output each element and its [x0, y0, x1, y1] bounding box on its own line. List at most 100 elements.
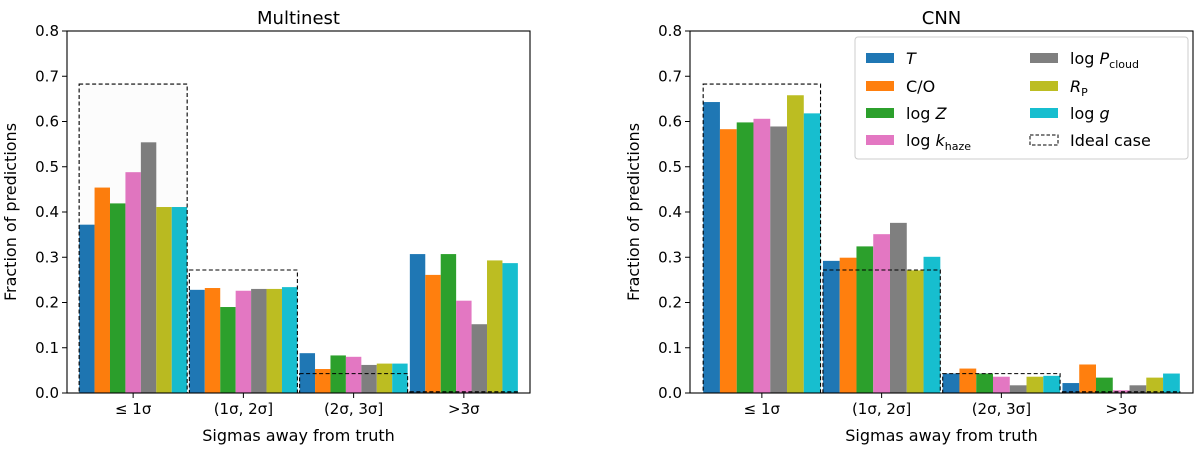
- bar: [1062, 383, 1080, 393]
- bar: [1146, 377, 1164, 393]
- legend-label-subscript: cloud: [1109, 58, 1139, 71]
- bar: [906, 270, 924, 393]
- bar: [993, 376, 1010, 393]
- bar: [125, 172, 141, 393]
- bar: [719, 129, 737, 393]
- bar: [839, 257, 857, 393]
- bar: [1129, 385, 1147, 393]
- bar: [189, 289, 205, 393]
- bar: [753, 118, 771, 393]
- y-tick-label: 0.3: [658, 248, 682, 266]
- x-tick-label: (2σ, 3σ]: [324, 400, 383, 418]
- bar: [109, 203, 126, 393]
- y-tick-label: 0.5: [35, 158, 59, 176]
- bar: [856, 246, 874, 393]
- legend-label-text: log: [1070, 49, 1099, 68]
- bar: [220, 307, 236, 393]
- y-tick-label: 0.8: [658, 22, 682, 40]
- y-tick-label: 0.6: [35, 113, 59, 131]
- y-axis-label: Fraction of predictions: [1, 123, 20, 301]
- y-tick-label: 0.8: [35, 22, 59, 40]
- y-tick-label: 0.0: [35, 384, 59, 402]
- bar: [1026, 376, 1044, 393]
- bar: [1163, 373, 1180, 393]
- y-tick-label: 0.7: [658, 67, 682, 85]
- bar: [281, 287, 298, 393]
- legend-label: Ideal case: [1070, 131, 1151, 150]
- legend-swatch: [866, 81, 894, 91]
- legend-label: log Pcloud: [1070, 49, 1139, 71]
- x-tick-label: >3σ: [1105, 400, 1137, 418]
- bar: [502, 263, 518, 393]
- y-tick-label: 0.1: [658, 339, 682, 357]
- x-tick-label: (1σ, 2σ]: [852, 400, 911, 418]
- chart-title: CNN: [922, 8, 962, 29]
- x-axis-label: Sigmas away from truth: [202, 426, 395, 445]
- x-tick-label: (2σ, 3σ]: [972, 400, 1031, 418]
- bar: [425, 274, 441, 393]
- legend-label-variable: R: [1070, 77, 1081, 96]
- panel-0: 0.0 0.1 0.2 0.3 0.4 0.5 0.6 0.7 0.8 Multinest Sigm…: [1, 8, 531, 445]
- legend-swatch: [1029, 134, 1059, 146]
- legend-label-text: C/O: [906, 77, 935, 96]
- bar: [1079, 364, 1096, 393]
- bar: [873, 234, 891, 393]
- bar: [471, 324, 487, 393]
- bar: [376, 363, 393, 393]
- bar: [1009, 385, 1027, 393]
- bar: [942, 373, 960, 393]
- bar: [703, 102, 720, 393]
- y-tick-label: 0.6: [658, 113, 682, 131]
- legend-label: log Z: [906, 104, 947, 123]
- legend-box: [854, 36, 1189, 160]
- bar: [315, 369, 331, 393]
- x-tick-label: >3σ: [448, 400, 480, 418]
- legend-label-text: log: [906, 131, 935, 150]
- bar: [409, 254, 426, 393]
- x-tick-label: (1σ, 2σ]: [214, 400, 273, 418]
- x-tick-label: ≤ 1σ: [115, 400, 152, 418]
- bar: [140, 142, 157, 393]
- y-tick-label: 0.0: [658, 384, 682, 402]
- bar: [822, 260, 840, 393]
- y-axis-label: Fraction of predictions: [624, 123, 643, 301]
- y-tick-label: 0.5: [658, 158, 682, 176]
- y-tick-label: 0.2: [658, 294, 682, 312]
- y-tick-label: 0.7: [35, 67, 59, 85]
- legend-label-subscript: haze: [945, 140, 971, 153]
- legend-label: RP: [1070, 77, 1088, 99]
- bar: [94, 187, 110, 393]
- y-tick-label: 0.4: [658, 203, 682, 221]
- bar: [959, 368, 977, 393]
- y-tick-label: 0.2: [35, 294, 59, 312]
- ideal-case-box: [78, 83, 188, 394]
- bar: [456, 300, 472, 393]
- legend-label: log g: [1070, 104, 1110, 123]
- bar: [361, 364, 377, 393]
- legend-label-variable: g: [1099, 104, 1109, 123]
- bar: [330, 355, 346, 393]
- legend-swatch: [1030, 108, 1058, 118]
- legend-label-text: Ideal case: [1070, 131, 1151, 150]
- y-tick-label: 0.3: [35, 248, 59, 266]
- legend-label-text: log: [906, 104, 935, 123]
- bar: [266, 288, 282, 393]
- bar: [171, 207, 188, 393]
- legend-swatch: [866, 108, 894, 118]
- bar: [770, 126, 788, 393]
- chart-title: Multinest: [257, 8, 340, 29]
- legend-label-variable: Z: [934, 104, 947, 123]
- y-tick-label: 0.4: [35, 203, 59, 221]
- bar: [787, 95, 804, 393]
- bar: [487, 260, 503, 393]
- bar: [803, 113, 821, 394]
- bar: [440, 254, 457, 393]
- bar: [923, 256, 941, 393]
- legend-label: T: [906, 49, 917, 68]
- bar: [1043, 375, 1061, 393]
- bar: [251, 288, 267, 393]
- legend-label-text: log: [1070, 104, 1099, 123]
- bar: [736, 122, 754, 393]
